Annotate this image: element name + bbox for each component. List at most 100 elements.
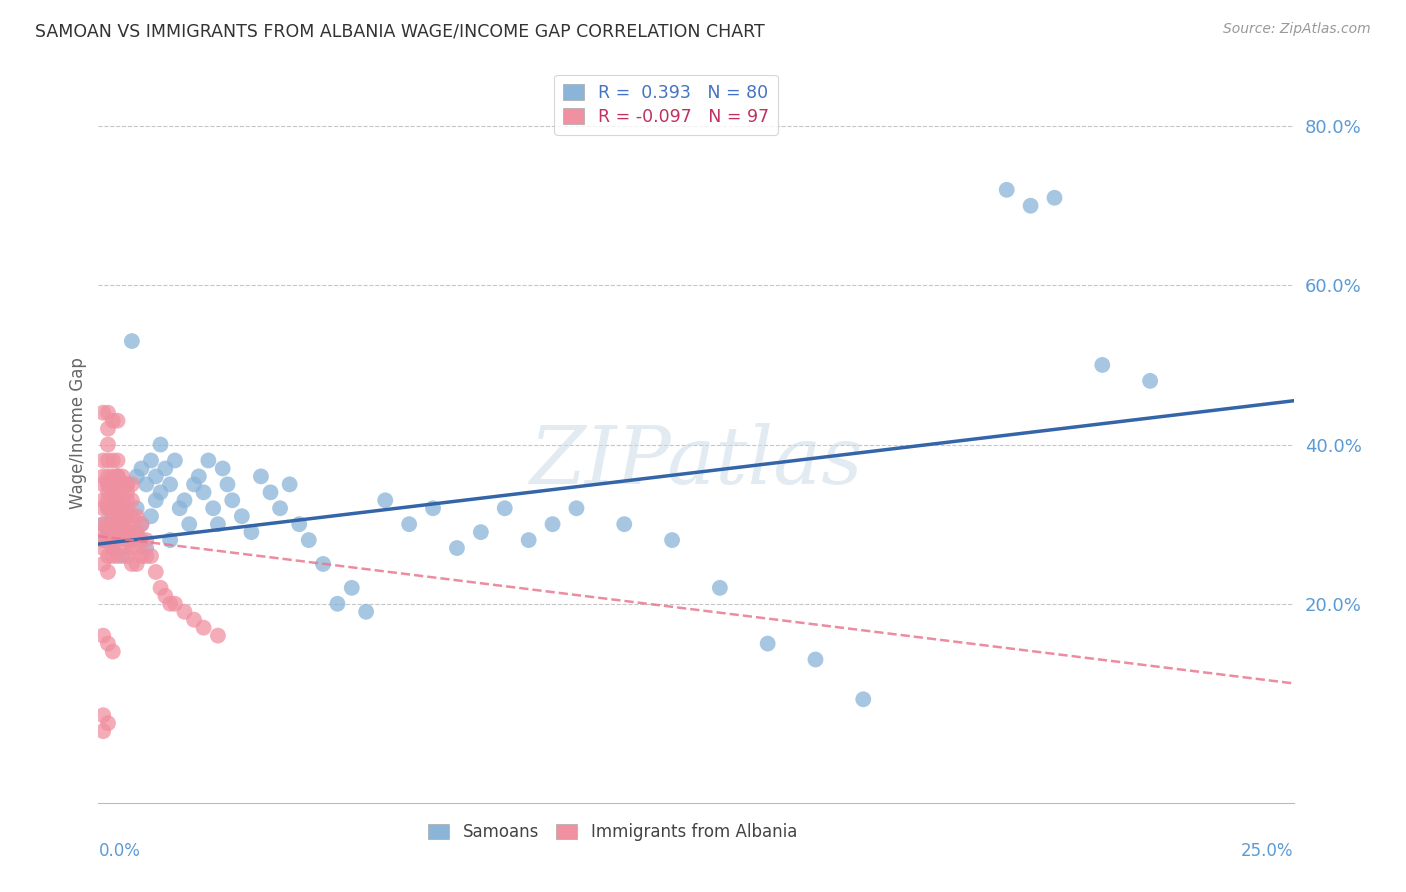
Point xyxy=(115,485,138,500)
Point xyxy=(169,501,191,516)
Point xyxy=(131,517,153,532)
Point xyxy=(135,477,157,491)
Point xyxy=(107,517,129,532)
Text: ZIPatlas: ZIPatlas xyxy=(529,424,863,501)
Point xyxy=(217,477,239,491)
Point xyxy=(131,461,153,475)
Point xyxy=(107,493,129,508)
Point xyxy=(91,533,114,547)
Point xyxy=(121,525,143,540)
Point xyxy=(115,493,138,508)
Point xyxy=(121,533,143,547)
Point xyxy=(111,501,134,516)
Point xyxy=(91,708,114,723)
Point xyxy=(139,453,162,467)
Point xyxy=(97,469,120,483)
Point xyxy=(131,517,153,532)
Point xyxy=(207,629,229,643)
Point xyxy=(101,501,124,516)
Point xyxy=(107,469,129,483)
Point xyxy=(312,557,335,571)
Point xyxy=(97,637,120,651)
Point xyxy=(446,541,468,555)
Point xyxy=(101,453,124,467)
Point xyxy=(111,549,134,563)
Point xyxy=(111,485,134,500)
Point xyxy=(179,517,201,532)
Point xyxy=(163,597,186,611)
Point xyxy=(101,549,124,563)
Point xyxy=(135,541,157,555)
Point xyxy=(115,549,138,563)
Point xyxy=(115,501,138,516)
Point xyxy=(111,525,134,540)
Point xyxy=(145,493,167,508)
Point xyxy=(91,533,114,547)
Point xyxy=(121,477,143,491)
Point xyxy=(97,493,120,508)
Point xyxy=(97,422,120,436)
Point xyxy=(145,469,167,483)
Point xyxy=(139,549,162,563)
Point xyxy=(115,533,138,547)
Point xyxy=(115,525,138,540)
Point xyxy=(173,605,195,619)
Point xyxy=(163,453,186,467)
Point xyxy=(852,692,875,706)
Point xyxy=(107,517,129,532)
Point xyxy=(125,501,148,516)
Point xyxy=(125,469,148,483)
Point xyxy=(91,629,114,643)
Point xyxy=(107,414,129,428)
Point xyxy=(121,509,143,524)
Point xyxy=(709,581,731,595)
Point xyxy=(494,501,516,516)
Point xyxy=(107,469,129,483)
Point xyxy=(111,469,134,483)
Point xyxy=(91,453,114,467)
Point xyxy=(91,406,114,420)
Point xyxy=(101,541,124,555)
Point xyxy=(121,334,143,348)
Text: Source: ZipAtlas.com: Source: ZipAtlas.com xyxy=(1223,22,1371,37)
Point xyxy=(91,517,114,532)
Text: 0.0%: 0.0% xyxy=(98,842,141,860)
Point xyxy=(139,509,162,524)
Point xyxy=(97,501,120,516)
Point xyxy=(97,453,120,467)
Point xyxy=(661,533,683,547)
Point xyxy=(187,469,209,483)
Point xyxy=(159,597,181,611)
Point xyxy=(193,485,215,500)
Point xyxy=(107,485,129,500)
Point xyxy=(101,644,124,658)
Point xyxy=(135,549,157,563)
Text: SAMOAN VS IMMIGRANTS FROM ALBANIA WAGE/INCOME GAP CORRELATION CHART: SAMOAN VS IMMIGRANTS FROM ALBANIA WAGE/I… xyxy=(35,22,765,40)
Point xyxy=(804,652,827,666)
Point xyxy=(97,477,120,491)
Point xyxy=(101,477,124,491)
Point xyxy=(1091,358,1114,372)
Point xyxy=(159,533,181,547)
Point xyxy=(97,716,120,731)
Point xyxy=(91,501,114,516)
Point xyxy=(398,517,420,532)
Point xyxy=(111,509,134,524)
Point xyxy=(541,517,564,532)
Point xyxy=(121,557,143,571)
Point xyxy=(91,557,114,571)
Point xyxy=(107,453,129,467)
Text: 25.0%: 25.0% xyxy=(1241,842,1294,860)
Point xyxy=(97,406,120,420)
Point xyxy=(149,437,172,451)
Point xyxy=(422,501,444,516)
Point xyxy=(183,613,205,627)
Point xyxy=(125,541,148,555)
Point xyxy=(115,477,138,491)
Point xyxy=(155,589,177,603)
Point xyxy=(231,509,253,524)
Y-axis label: Wage/Income Gap: Wage/Income Gap xyxy=(69,357,87,508)
Point xyxy=(202,501,225,516)
Point xyxy=(97,477,120,491)
Point xyxy=(115,517,138,532)
